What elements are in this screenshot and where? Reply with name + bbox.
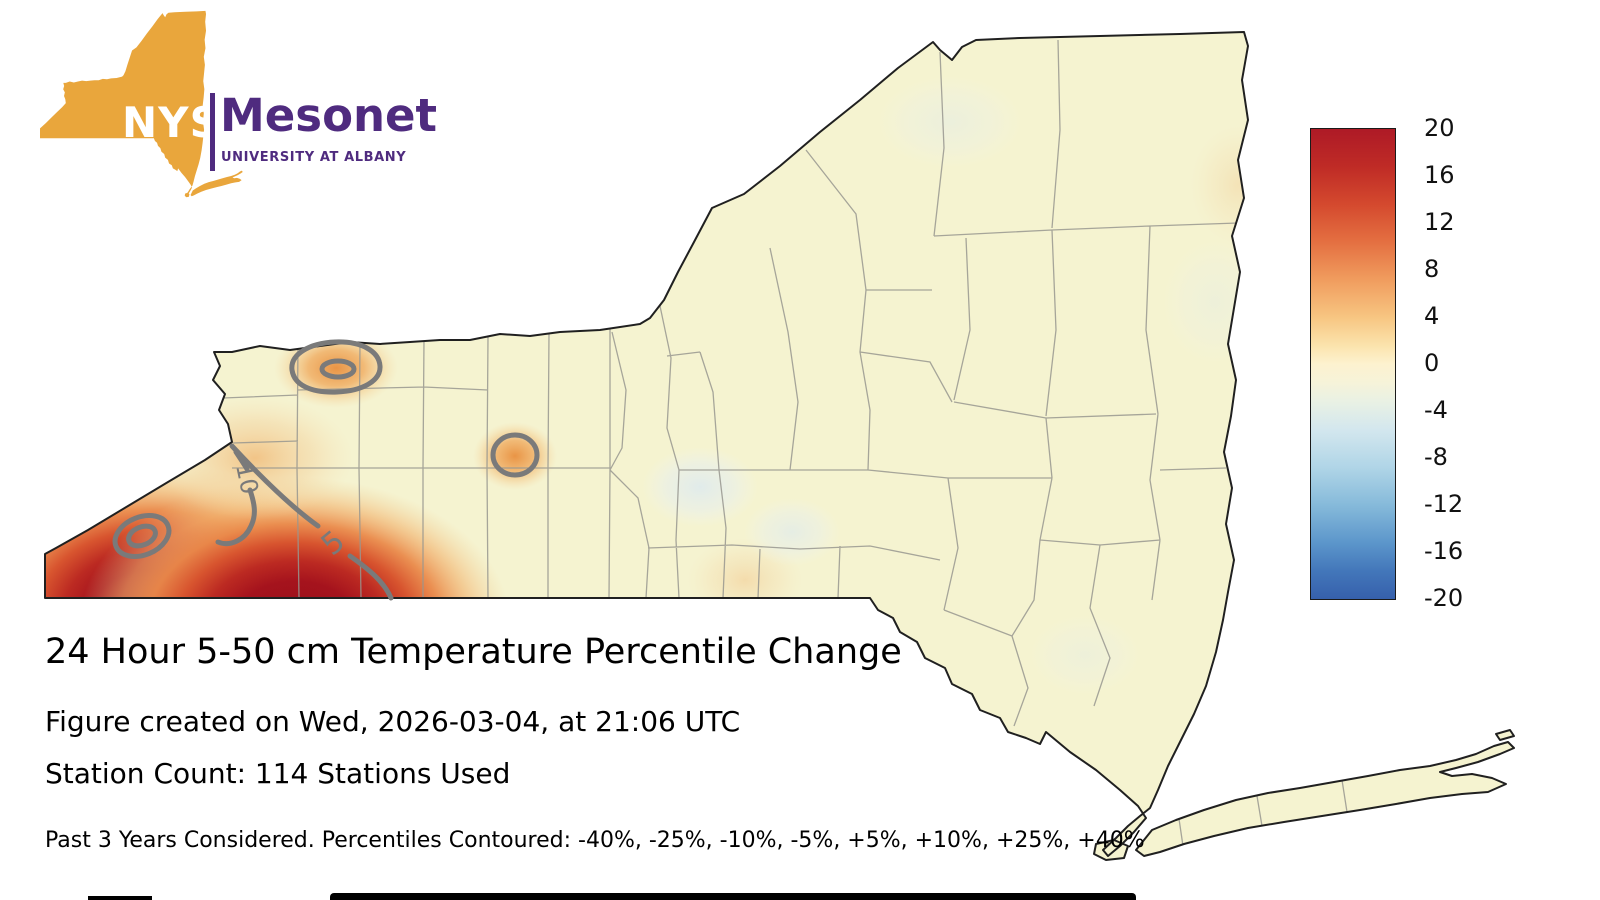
colorbar-tick: 20: [1424, 114, 1455, 142]
cropped-bottom-bar: [330, 893, 1136, 900]
logo-divider: [210, 93, 215, 171]
figure-created-line: Figure created on Wed, 2026-03-04, at 21…: [45, 705, 741, 738]
colorbar-tick: 8: [1424, 255, 1440, 283]
footnote-line: Past 3 Years Considered. Percentiles Con…: [45, 828, 1145, 853]
logo-subtitle: UNIVERSITY AT ALBANY: [221, 150, 407, 165]
colorbar-tick: 0: [1424, 349, 1440, 377]
logo-nys-text: NYS: [122, 98, 221, 147]
county-borders: [222, 39, 1348, 847]
contour-label: 10: [230, 461, 264, 497]
colorbar-tick: 12: [1424, 208, 1455, 236]
colorbar-tick: -4: [1424, 396, 1448, 424]
colorbar-tick: -16: [1424, 537, 1464, 565]
colorbar-gradient: [1310, 128, 1396, 600]
colorbar-tick: -12: [1424, 490, 1464, 518]
colorbar-tick: -20: [1424, 584, 1464, 612]
nys-mesonet-logo: NYS Mesonet UNIVERSITY AT ALBANY: [40, 8, 437, 213]
contour-lines: [112, 339, 540, 601]
cropped-bottom-bar: [88, 896, 152, 900]
station-count-line: Station Count: 114 Stations Used: [45, 757, 511, 790]
colorbar-tick: 16: [1424, 161, 1455, 189]
colorbar: 20 16 12 8 4 0 -4 -8 -12 -16 -20: [1310, 114, 1463, 612]
colorbar-tick: -8: [1424, 443, 1448, 471]
colorbar-tick: 4: [1424, 302, 1440, 330]
logo-brand-text: Mesonet: [220, 89, 438, 142]
figure-title: 24 Hour 5-50 cm Temperature Percentile C…: [45, 632, 902, 672]
